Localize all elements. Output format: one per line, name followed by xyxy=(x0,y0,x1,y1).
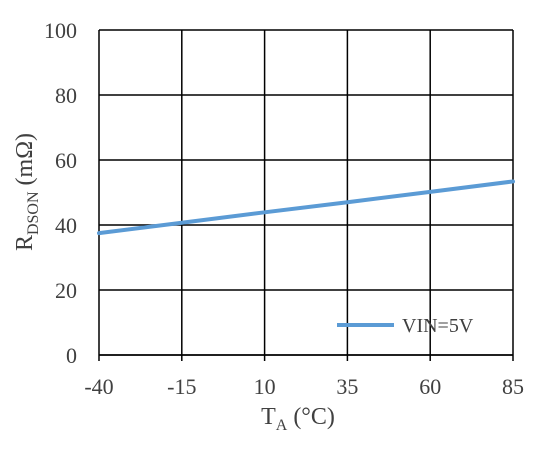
y-tick-label: 60 xyxy=(55,148,77,173)
series-layer xyxy=(97,179,515,236)
x-tick-label: -40 xyxy=(84,374,113,399)
legend-label: VIN=5V xyxy=(402,315,474,337)
x-tick-label: -15 xyxy=(167,374,196,399)
y-tick-label: 40 xyxy=(55,213,77,238)
y-tick-label: 100 xyxy=(44,18,77,43)
legend: VIN=5V xyxy=(337,315,474,337)
x-tick-label: 60 xyxy=(419,374,441,399)
x-tick-label: 85 xyxy=(502,374,524,399)
series-line xyxy=(97,179,515,236)
y-tick-labels: 0 20 40 60 80 100 xyxy=(44,18,77,368)
y-tick-label: 0 xyxy=(66,343,77,368)
x-tick-labels: -40 -15 10 35 60 85 xyxy=(84,374,524,399)
x-tick-label: 35 xyxy=(336,374,358,399)
x-tick-label: 10 xyxy=(254,374,276,399)
x-axis-title: TA (°C) xyxy=(261,404,335,434)
grid xyxy=(98,29,514,361)
y-axis-title: RDSON (mΩ) xyxy=(12,133,42,251)
y-tick-label: 20 xyxy=(55,278,77,303)
y-tick-label: 80 xyxy=(55,83,77,108)
